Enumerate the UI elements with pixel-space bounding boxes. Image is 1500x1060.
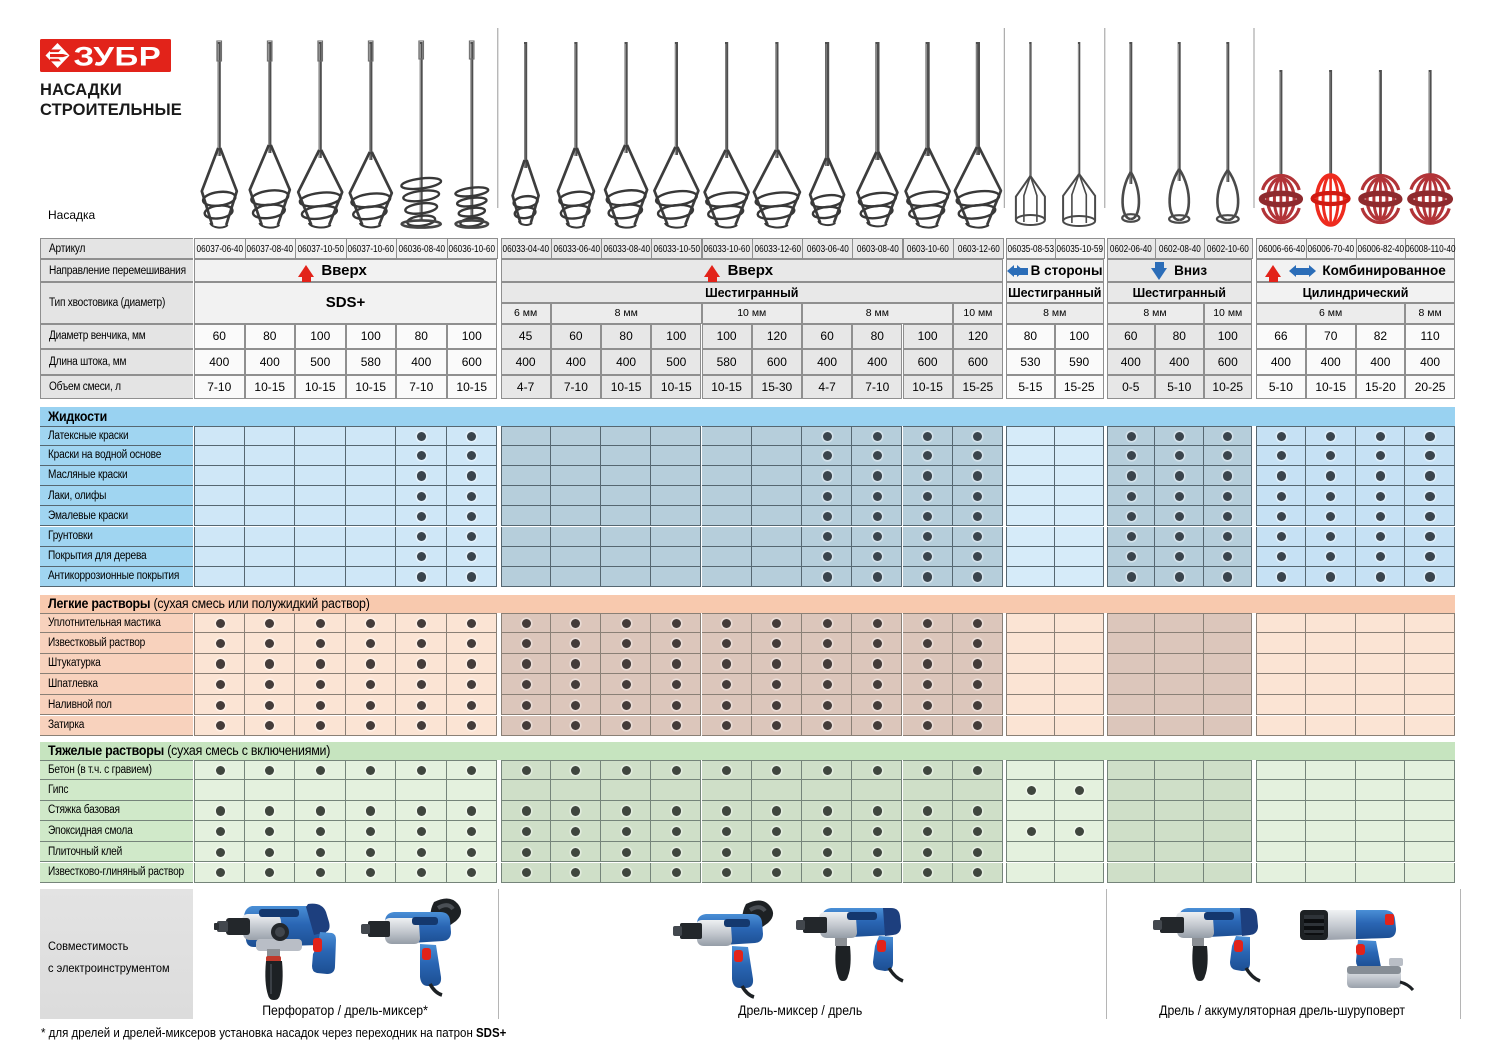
svg-text:ЗУБР: ЗУБР [74,42,162,71]
